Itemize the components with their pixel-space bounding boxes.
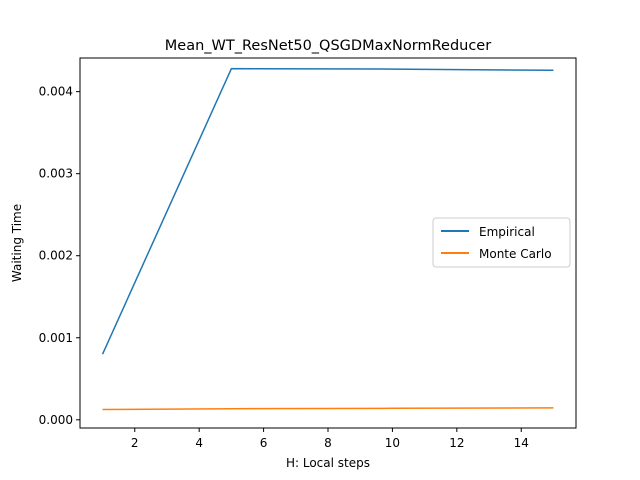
legend-label-empirical: Empirical: [479, 225, 535, 239]
x-tick-label: 8: [324, 436, 332, 450]
y-tick-label: 0.002: [39, 249, 73, 263]
x-tick-label: 14: [514, 436, 529, 450]
plot-lines: [101, 67, 554, 411]
chart-title: Mean_WT_ResNet50_QSGDMaxNormReducer: [165, 38, 491, 54]
plot-frame: [79, 57, 577, 429]
series-line-monte-carlo: [102, 407, 554, 411]
x-tick-label: 2: [131, 436, 139, 450]
series-line-empirical: [101, 67, 554, 355]
y-tick-label: 0.001: [39, 331, 73, 345]
y-tick-label: 0.003: [39, 167, 73, 181]
legend-label-monte-carlo: Monte Carlo: [479, 247, 552, 261]
legend: Empirical Monte Carlo: [432, 217, 571, 268]
x-tick-label: 6: [260, 436, 268, 450]
y-axis-ticks: 0.000 0.001 0.002 0.003 0.004: [39, 85, 80, 427]
x-axis-label: H: Local steps: [286, 456, 370, 470]
x-tick-label: 10: [385, 436, 400, 450]
y-tick-label: 0.000: [39, 413, 73, 427]
y-axis-label: Waiting Time: [10, 204, 24, 282]
x-tick-label: 4: [195, 436, 203, 450]
y-tick-label: 0.004: [39, 85, 73, 99]
x-tick-label: 12: [449, 436, 464, 450]
x-axis-ticks: 2 4 6 8 10 12 14: [131, 428, 529, 450]
